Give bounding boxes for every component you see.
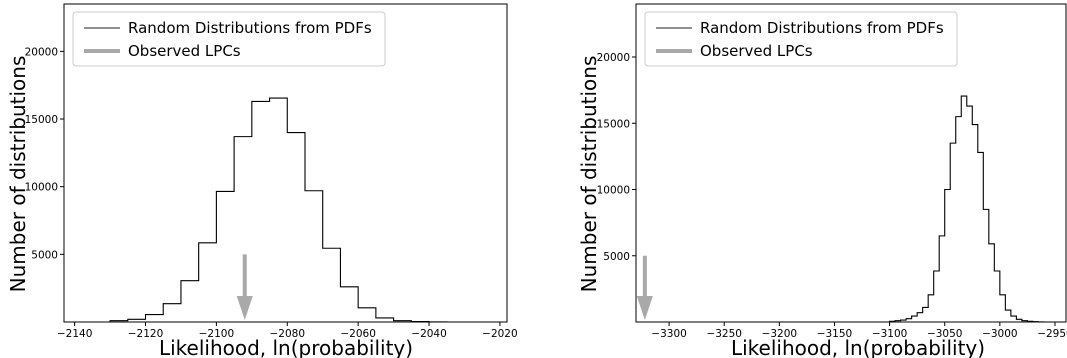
y-axis-label: Number of distributions bbox=[6, 56, 30, 293]
x-tick-label: −2080 bbox=[270, 328, 306, 340]
x-tick-label: −3300 bbox=[651, 328, 687, 340]
legend-box bbox=[72, 11, 386, 67]
y-tick-label: 20000 bbox=[597, 52, 630, 64]
x-tick-label: −3250 bbox=[706, 328, 742, 340]
x-tick-label: −2020 bbox=[482, 328, 518, 340]
observed-arrow-head bbox=[236, 296, 253, 320]
x-tick-label: −2100 bbox=[199, 328, 235, 340]
legend-label-observed: Observed LPCs bbox=[700, 42, 813, 60]
observed-arrow-head bbox=[636, 296, 653, 320]
plot-frame bbox=[63, 3, 508, 323]
y-tick-label: 15000 bbox=[25, 114, 58, 126]
axis-ticks: −2140 −2120 −2100 −2080 −2060 −2040 −2020 5000 1… bbox=[25, 46, 518, 340]
x-tick-label: −2040 bbox=[411, 328, 447, 340]
chart-left: Number of distributions Likelihood, ln(p… bbox=[6, 3, 518, 358]
y-tick-label: 5000 bbox=[603, 251, 630, 263]
histogram-step-line bbox=[109, 97, 465, 323]
x-tick-label: −2060 bbox=[340, 328, 376, 340]
x-tick-label: −3200 bbox=[762, 328, 798, 340]
histogram-series bbox=[889, 95, 1050, 323]
y-tick-label: 20000 bbox=[25, 46, 58, 58]
x-tick-label: −3100 bbox=[872, 328, 908, 340]
y-tick-label: 5000 bbox=[31, 249, 58, 261]
x-tick-label: −3050 bbox=[927, 328, 963, 340]
plot-frame bbox=[635, 3, 1067, 323]
x-tick-label: −2120 bbox=[128, 328, 164, 340]
legend: Random Distributions from PDFs Observed … bbox=[72, 11, 386, 67]
histogram-step-line bbox=[889, 95, 1050, 323]
legend-label-random: Random Distributions from PDFs bbox=[700, 19, 944, 37]
y-axis-label: Number of distributions bbox=[577, 56, 601, 293]
legend: Random Distributions from PDFs Observed … bbox=[644, 11, 958, 67]
legend-label-random: Random Distributions from PDFs bbox=[128, 19, 372, 37]
x-tick-label: −3150 bbox=[817, 328, 853, 340]
y-tick-label: 10000 bbox=[597, 185, 630, 197]
x-axis-label: Likelihood, ln(probability) bbox=[731, 336, 985, 358]
observed-marker bbox=[636, 255, 653, 320]
x-tick-label: −2140 bbox=[57, 328, 93, 340]
legend-box bbox=[644, 11, 958, 67]
x-tick-label: −2950 bbox=[1037, 328, 1067, 340]
x-axis-label: Likelihood, ln(probability) bbox=[159, 336, 413, 358]
histogram-series bbox=[109, 97, 465, 323]
legend-label-observed: Observed LPCs bbox=[128, 42, 241, 60]
observed-marker bbox=[236, 254, 253, 320]
axis-ticks: −3300 −3250 −3200 −3150 −3100 −3050 −3000 −2950… bbox=[597, 52, 1067, 340]
x-tick-label: −3000 bbox=[982, 328, 1018, 340]
chart-right: Number of distributions Likelihood, ln(p… bbox=[577, 3, 1067, 358]
y-tick-label: 15000 bbox=[597, 118, 630, 130]
y-tick-label: 10000 bbox=[25, 182, 58, 194]
